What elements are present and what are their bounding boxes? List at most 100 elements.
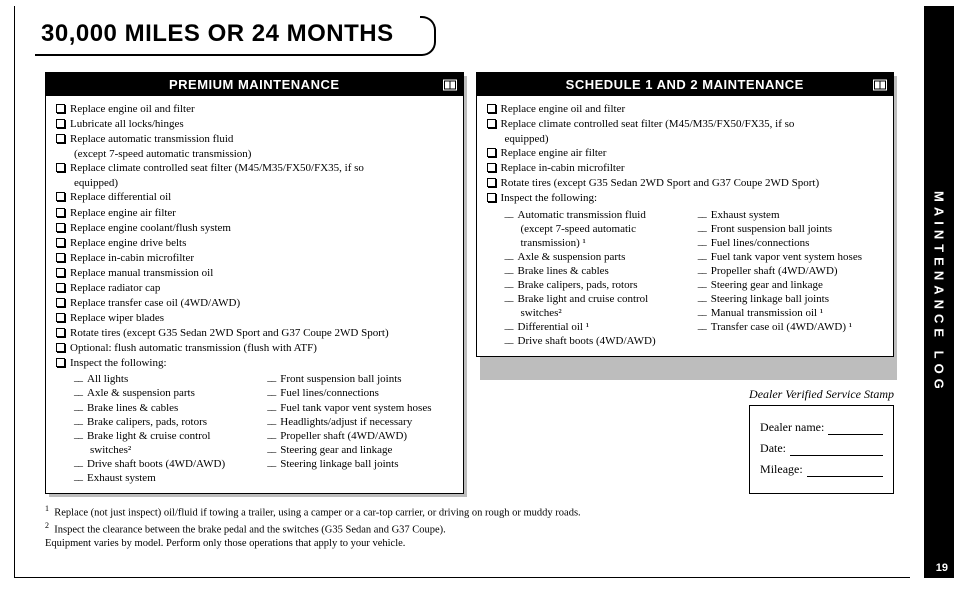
inspect-item: Fuel lines/connections: [267, 386, 452, 400]
mileage-label: Mileage:: [760, 462, 803, 477]
inspect-item: Headlights/adjust if necessary: [267, 415, 452, 429]
checkbox-icon[interactable]: [56, 104, 65, 113]
checkbox-icon[interactable]: [56, 313, 65, 322]
list-item-label: Replace engine air filter: [501, 146, 607, 160]
inspect-item: Exhaust system: [698, 208, 883, 222]
checkbox-icon[interactable]: [487, 163, 496, 172]
list-item-cont: (except 7-speed automatic transmission): [74, 147, 453, 161]
page-title: 30,000 MILES OR 24 MONTHS: [37, 16, 412, 52]
list-item-label: Replace engine coolant/flush system: [70, 221, 231, 235]
list-item: Replace wiper blades: [56, 311, 453, 325]
list-item: Lubricate all locks/hinges: [56, 117, 453, 131]
checkbox-icon[interactable]: [56, 298, 65, 307]
checkbox-icon[interactable]: [56, 192, 65, 201]
inspect-item: Brake light & cruise control: [74, 429, 259, 443]
checkbox-icon[interactable]: [487, 193, 496, 202]
title-frame: 30,000 MILES OR 24 MONTHS: [35, 16, 430, 56]
list-item: Rotate tires (except G35 Sedan 2WD Sport…: [56, 326, 453, 340]
list-item: Replace automatic transmission fluid: [56, 132, 453, 146]
inspect-item: switches²: [521, 306, 690, 320]
list-item-label: Replace differential oil: [70, 190, 171, 204]
list-item-label: Replace automatic transmission fluid: [70, 132, 233, 146]
list-item-label: Rotate tires (except G35 Sedan 2WD Sport…: [70, 326, 389, 340]
list-item-label: Replace engine oil and filter: [501, 102, 626, 116]
columns: PREMIUM MAINTENANCE Replace engine oil a…: [15, 62, 910, 498]
list-item: Replace engine air filter: [56, 206, 453, 220]
inspect-item: Steering gear and linkage: [698, 278, 883, 292]
panel-box: SCHEDULE 1 AND 2 MAINTENANCE Replace eng…: [476, 72, 895, 357]
list-item: Replace radiator cap: [56, 281, 453, 295]
list-item-label: Replace wiper blades: [70, 311, 164, 325]
checkbox-icon[interactable]: [56, 223, 65, 232]
checkbox-icon[interactable]: [56, 238, 65, 247]
checkbox-icon[interactable]: [56, 208, 65, 217]
title-wrap: 30,000 MILES OR 24 MONTHS: [35, 16, 910, 56]
inspect-item: Drive shaft boots (4WD/AWD): [74, 457, 259, 471]
panel-header-label: PREMIUM MAINTENANCE: [169, 77, 340, 92]
inspect-item: Brake light and cruise control: [505, 292, 690, 306]
inspect-item: Brake lines & cables: [74, 401, 259, 415]
inspect-item: (except 7-speed automatic: [521, 222, 690, 236]
inspect-item: Fuel tank vapor vent system hoses: [698, 250, 883, 264]
checkbox-icon[interactable]: [56, 283, 65, 292]
list-item-label: Lubricate all locks/hinges: [70, 117, 184, 131]
list-item-label: Replace climate controlled seat filter (…: [70, 161, 364, 175]
list-item-label: Replace transfer case oil (4WD/AWD): [70, 296, 240, 310]
stamp-box: Dealer name: Date: Mileage:: [749, 405, 894, 494]
side-tab-label: MAINTENANCE LOG: [932, 191, 947, 394]
inspect-item: Automatic transmission fluid: [505, 208, 690, 222]
inspect-item: Brake calipers, pads, rotors: [74, 415, 259, 429]
inspect-item: transmission) ¹: [521, 236, 690, 250]
checkbox-icon[interactable]: [56, 253, 65, 262]
list-item-label: Replace manual transmission oil: [70, 266, 213, 280]
side-tab: MAINTENANCE LOG 19: [924, 6, 954, 578]
date-line[interactable]: [790, 444, 883, 456]
inspect-item: Fuel lines/connections: [698, 236, 883, 250]
inspect-item: Brake lines & cables: [505, 264, 690, 278]
panel-premium: PREMIUM MAINTENANCE Replace engine oil a…: [45, 72, 464, 494]
inspect-item: Steering linkage ball joints: [698, 292, 883, 306]
checkbox-icon[interactable]: [56, 134, 65, 143]
page-number: 19: [936, 562, 948, 574]
inspect-item: Differential oil ¹: [505, 320, 690, 334]
footnotes: 1 Replace (not just inspect) oil/fluid i…: [15, 498, 910, 554]
list-item-label: Replace radiator cap: [70, 281, 160, 295]
list-item-label: Replace in-cabin microfilter: [501, 161, 625, 175]
list-item: Replace engine oil and filter: [487, 102, 884, 116]
field-dealer[interactable]: Dealer name:: [760, 420, 883, 435]
inspect-item: Manual transmission oil ¹: [698, 306, 883, 320]
checkbox-icon[interactable]: [56, 268, 65, 277]
stamp-title: Dealer Verified Service Stamp: [749, 387, 894, 402]
footnote-3: Equipment varies by model. Perform only …: [45, 537, 894, 551]
list-item: Inspect the following:: [56, 356, 453, 370]
list-item: Optional: flush automatic transmission (…: [56, 341, 453, 355]
checkbox-icon[interactable]: [56, 163, 65, 172]
inspect-item: Fuel tank vapor vent system hoses: [267, 401, 452, 415]
inspect-item: Steering gear and linkage: [267, 443, 452, 457]
dealer-line[interactable]: [828, 423, 883, 435]
footnote-2: 2 Inspect the clearance between the brak…: [45, 521, 894, 538]
checkbox-icon[interactable]: [56, 343, 65, 352]
checkbox-icon[interactable]: [487, 148, 496, 157]
inspect-item: Front suspension ball joints: [698, 222, 883, 236]
panel-body-right: Replace engine oil and filterReplace cli…: [477, 96, 894, 356]
list-item-label: Rotate tires (except G35 Sedan 2WD Sport…: [501, 176, 820, 190]
checkbox-icon[interactable]: [487, 119, 496, 128]
list-item: Replace climate controlled seat filter (…: [56, 161, 453, 175]
checkbox-icon[interactable]: [56, 119, 65, 128]
field-date[interactable]: Date:: [760, 441, 883, 456]
inspect-item: Axle & suspension parts: [74, 386, 259, 400]
field-mileage[interactable]: Mileage:: [760, 462, 883, 477]
inspect-item: Axle & suspension parts: [505, 250, 690, 264]
checkbox-icon[interactable]: [487, 104, 496, 113]
mileage-line[interactable]: [807, 465, 883, 477]
list-item-label: Replace engine oil and filter: [70, 102, 195, 116]
list-item: Replace in-cabin microfilter: [56, 251, 453, 265]
checkbox-icon[interactable]: [487, 178, 496, 187]
book-icon: [873, 79, 887, 90]
checkbox-icon[interactable]: [56, 358, 65, 367]
checkbox-icon[interactable]: [56, 328, 65, 337]
inspect-item: Propeller shaft (4WD/AWD): [698, 264, 883, 278]
list-item: Replace climate controlled seat filter (…: [487, 117, 884, 131]
page-frame: 30,000 MILES OR 24 MONTHS PREMIUM MAINTE…: [14, 6, 910, 578]
